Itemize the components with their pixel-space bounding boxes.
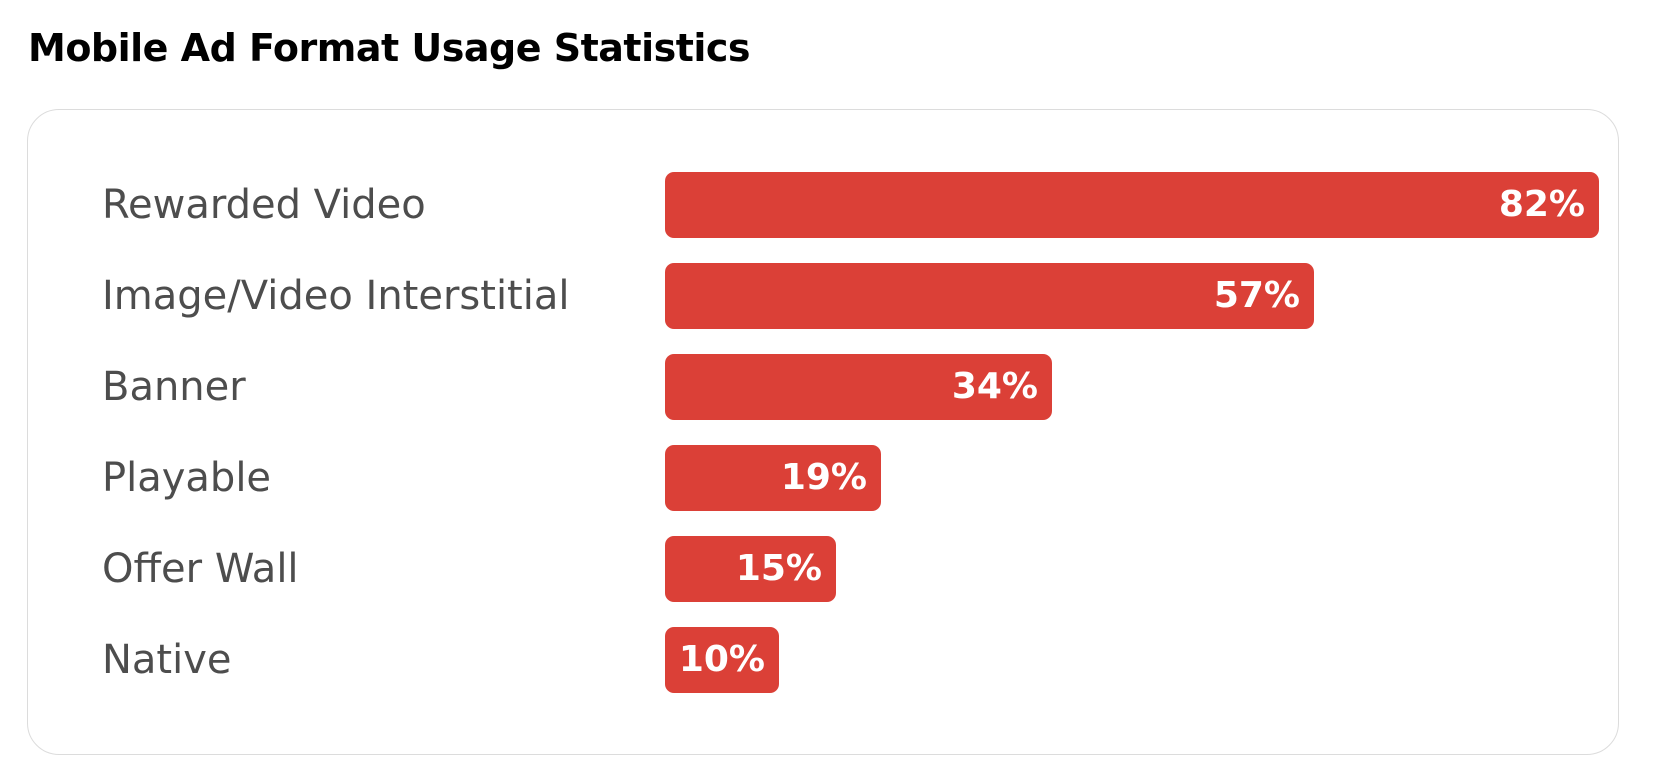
bar-row: Banner 34% xyxy=(28,354,1618,420)
bar-value-label: 19% xyxy=(780,457,867,498)
category-label: Image/Video Interstitial xyxy=(102,273,570,319)
bar-value-label: 82% xyxy=(1498,184,1585,225)
bar-row: Rewarded Video 82% xyxy=(28,172,1618,238)
chart-title: Mobile Ad Format Usage Statistics xyxy=(28,26,751,70)
chart-card: Rewarded Video 82% Image/Video Interstitia… xyxy=(27,109,1619,755)
bar-row: Image/Video Interstitial 57% xyxy=(28,263,1618,329)
bar-row: Offer Wall 15% xyxy=(28,536,1618,602)
bar-row: Playable 19% xyxy=(28,445,1618,511)
bar: 34% xyxy=(665,354,1052,420)
bar-value-label: 57% xyxy=(1213,275,1300,316)
bar: 57% xyxy=(665,263,1314,329)
bar-value-label: 10% xyxy=(678,639,765,680)
bar: 10% xyxy=(665,627,779,693)
category-label: Offer Wall xyxy=(102,546,299,592)
category-label: Banner xyxy=(102,364,246,410)
category-label: Playable xyxy=(102,455,272,501)
bar: 19% xyxy=(665,445,881,511)
bar: 82% xyxy=(665,172,1599,238)
bar-value-label: 34% xyxy=(951,366,1038,407)
category-label: Rewarded Video xyxy=(102,182,426,228)
bar: 15% xyxy=(665,536,836,602)
bar-row: Native 10% xyxy=(28,627,1618,693)
bar-value-label: 15% xyxy=(735,548,822,589)
category-label: Native xyxy=(102,637,232,683)
